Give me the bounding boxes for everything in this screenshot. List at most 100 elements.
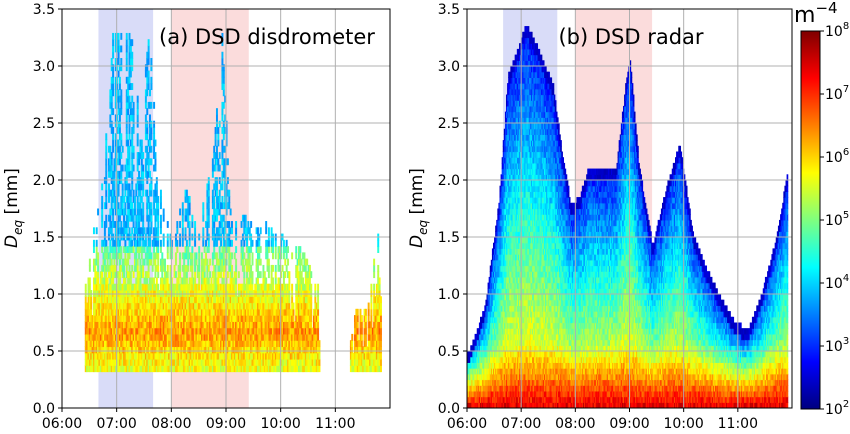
panel-a-dsd-cell [138, 171, 140, 178]
panel-a-dsd-cell [209, 259, 211, 266]
panel-a-dsd-cell [235, 246, 237, 253]
panel-a-dsd-cell [272, 277, 274, 284]
panel-a-dsd-cell [163, 215, 165, 222]
panel-a-dsd-cell [295, 252, 297, 259]
panel-a-dsd-cell [195, 259, 197, 266]
panel-a-dsd-cell [130, 190, 132, 197]
panel-a-dsd-cell [122, 190, 124, 197]
panel-a-dsd-cell [380, 353, 382, 360]
panel-a-dsd-cell [219, 227, 221, 234]
panel-a-dsd-cell [275, 265, 277, 272]
panel-a-dsd-cell [133, 108, 135, 115]
panel-a-dsd-cell [219, 209, 221, 216]
panel-a-dsd-cell [129, 133, 131, 140]
panel-a-dsd-cell [112, 108, 114, 115]
panel-a-dsd-cell [370, 290, 372, 297]
panel-a-dsd-cell [243, 240, 245, 247]
panel-a-dsd-cell [124, 252, 126, 259]
panel-a-dsd-cell [283, 277, 285, 284]
panel-a-dsd-cell [215, 271, 217, 278]
panel-a-y-tick-label: 3.5 [33, 2, 55, 18]
panel-a-dsd-cell [241, 221, 243, 228]
panel-a-dsd-cell [118, 58, 120, 65]
panel-a-dsd-cell [213, 196, 215, 203]
panel-a-dsd-cell [182, 209, 184, 216]
panel-a-dsd-cell [277, 259, 279, 266]
panel-a-dsd-cell [131, 39, 133, 46]
panel-a-dsd-cell [138, 221, 140, 228]
panel-a-dsd-cell [139, 190, 141, 197]
panel-a-dsd-cell [93, 227, 95, 234]
panel-a-dsd-cell [124, 240, 126, 247]
panel-a-dsd-cell [314, 290, 316, 297]
panel-a-dsd-cell [208, 177, 210, 184]
panel-a-dsd-cell [127, 89, 129, 96]
panel-a-dsd-cell [157, 259, 159, 266]
panel-a-dsd-cell [223, 271, 225, 278]
panel-a-dsd-cell [131, 202, 133, 209]
panel-a-dsd-cell [310, 271, 312, 278]
panel-a-title: (a) DSD disdrometer [159, 25, 375, 49]
panel-a-dsd-cell [357, 315, 359, 322]
panel-a-dsd-cell [112, 77, 114, 84]
panel-a-dsd-cell [127, 259, 129, 266]
panel-a-dsd-cell [97, 271, 99, 278]
panel-a-dsd-cell [252, 240, 254, 247]
panel-a-dsd-cell [120, 108, 122, 115]
panel-a-dsd-cell [288, 284, 290, 291]
panel-a-dsd-cell [144, 227, 146, 234]
panel-a-dsd-cell [380, 309, 382, 316]
panel-a-dsd-cell [219, 246, 221, 253]
panel-a-dsd-cell [119, 127, 121, 134]
panel-a-dsd-cell [137, 102, 139, 109]
panel-a-dsd-cell [317, 334, 319, 341]
panel-a-dsd-cell [160, 221, 162, 228]
panel-a-dsd-cell [179, 209, 181, 216]
panel-a-dsd-cell [160, 196, 162, 203]
panel-a-dsd-cell [262, 265, 264, 272]
panel-a-dsd-cell [217, 133, 219, 140]
panel-a-dsd-cell [195, 252, 197, 259]
panel-a-dsd-cell [133, 215, 135, 222]
panel-a-dsd-cell [112, 277, 114, 284]
panel-a-dsd-cell [85, 296, 87, 303]
panel-a-dsd-cell [119, 83, 121, 90]
panel-a-dsd-cell [310, 309, 312, 316]
panel-a-dsd-cell [148, 221, 150, 228]
panel-a-dsd-cell [250, 246, 252, 253]
panel-a-dsd-cell [96, 246, 98, 253]
panel-a-dsd-cell [131, 177, 133, 184]
panel-a-dsd-cell [268, 240, 270, 247]
panel-a-dsd-cell [370, 309, 372, 316]
panel-a-dsd-cell [370, 315, 372, 322]
panel-a-dsd-cell [142, 177, 144, 184]
panel-a-dsd-cell [247, 221, 249, 228]
panel-a-dsd-cell [206, 271, 208, 278]
panel-a-dsd-cell [310, 290, 312, 297]
panel-a-dsd-cell [138, 158, 140, 165]
panel-a-dsd-cell [268, 227, 270, 234]
panel-a-dsd-cell [216, 108, 218, 115]
panel-a-dsd-cell [252, 284, 254, 291]
panel-a-dsd-cell [288, 290, 290, 297]
panel-a-dsd-cell [146, 89, 148, 96]
panel-a-dsd-cell [194, 271, 196, 278]
panel-a-dsd-cell [122, 165, 124, 172]
panel-a-dsd-cell [198, 265, 200, 272]
panel-a-dsd-cell [118, 202, 120, 209]
panel-a-dsd-cell [105, 240, 107, 247]
panel-a-dsd-cell [204, 265, 206, 272]
panel-a-dsd-cell [144, 259, 146, 266]
panel-a-dsd-cell [365, 321, 367, 328]
panel-a-dsd-cell [131, 52, 133, 59]
panel-a-dsd-cell [146, 277, 148, 284]
panel-a-dsd-cell [235, 227, 237, 234]
panel-a-dsd-cell [150, 77, 152, 84]
panel-a-dsd-cell [130, 277, 132, 284]
panel-a-dsd-cell [216, 114, 218, 121]
panel-a-dsd-cell [208, 196, 210, 203]
panel-a-dsd-cell [118, 71, 120, 78]
panel-a-dsd-cell [123, 196, 125, 203]
panel-a-dsd-cell [139, 202, 141, 209]
panel-a-dsd-cell [127, 108, 129, 115]
